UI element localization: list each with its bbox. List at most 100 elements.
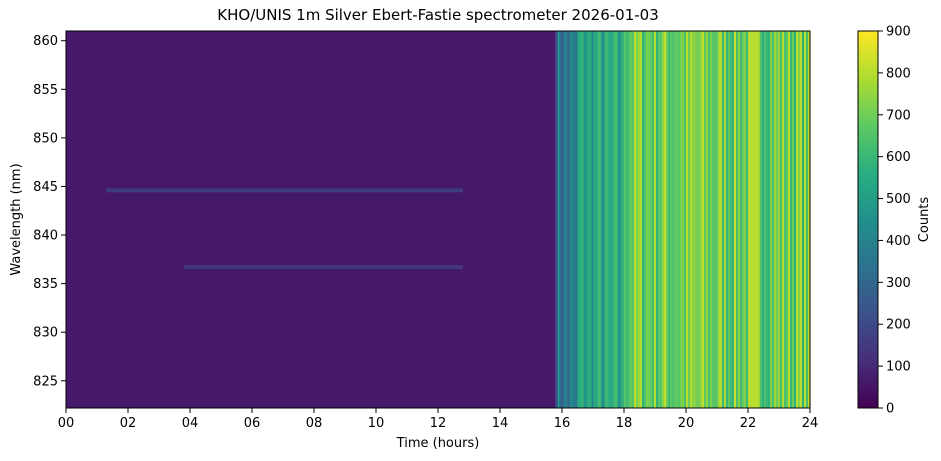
- intensity-stripe: [786, 31, 788, 408]
- x-tick-label: 20: [678, 416, 695, 431]
- intensity-stripe: [664, 31, 666, 408]
- intensity-stripe: [557, 31, 560, 408]
- intensity-stripe: [579, 31, 582, 408]
- intensity-stripe: [702, 31, 704, 408]
- intensity-stripe: [577, 31, 580, 408]
- x-tick-label: 12: [430, 416, 447, 431]
- intensity-stripe: [601, 31, 604, 408]
- intensity-stripe: [593, 31, 596, 408]
- intensity-stripe: [589, 31, 592, 408]
- x-tick-label: 08: [306, 416, 323, 431]
- intensity-stripe: [792, 31, 794, 408]
- intensity-stripe: [585, 31, 588, 408]
- x-tick-label: 10: [368, 416, 385, 431]
- intensity-stripe: [640, 31, 642, 408]
- intensity-stripe: [716, 31, 718, 408]
- intensity-stripe: [666, 31, 668, 408]
- y-tick-label: 860: [33, 34, 58, 49]
- intensity-stripe: [710, 31, 712, 408]
- emission-line: [106, 188, 463, 193]
- intensity-stripe: [611, 31, 614, 408]
- x-tick-label: 14: [492, 416, 509, 431]
- colorbar-label: Counts: [917, 197, 932, 243]
- intensity-stripe: [613, 31, 616, 408]
- intensity-stripe: [698, 31, 700, 408]
- intensity-stripe: [650, 31, 652, 408]
- intensity-stripe: [636, 31, 638, 408]
- intensity-stripe: [603, 31, 606, 408]
- intensity-stripe: [605, 31, 608, 408]
- x-tick-label: 06: [244, 416, 261, 431]
- intensity-stripe: [609, 31, 612, 408]
- intensity-stripe: [720, 31, 722, 408]
- intensity-stripe: [676, 31, 678, 408]
- intensity-stripe: [694, 31, 696, 408]
- intensity-region: [66, 31, 556, 408]
- intensity-stripe: [567, 31, 570, 408]
- x-tick-label: 18: [616, 416, 633, 431]
- intensity-stripe: [784, 31, 786, 408]
- intensity-stripe: [688, 31, 690, 408]
- intensity-stripe: [581, 31, 584, 408]
- intensity-stripe: [706, 31, 708, 408]
- intensity-stripe: [652, 31, 654, 408]
- x-tick-label: 24: [802, 416, 819, 431]
- intensity-stripe: [692, 31, 694, 408]
- y-tick-label: 850: [33, 131, 58, 146]
- intensity-stripe: [626, 31, 628, 408]
- intensity-stripe: [704, 31, 706, 408]
- intensity-stripe: [772, 31, 774, 408]
- intensity-stripe: [794, 31, 796, 408]
- intensity-stripe: [619, 31, 622, 408]
- intensity-stripe: [565, 31, 568, 408]
- intensity-stripe: [597, 31, 600, 408]
- intensity-stripe: [768, 31, 770, 408]
- intensity-stripe: [668, 31, 670, 408]
- colorbar-tick-label: 800: [886, 66, 911, 81]
- intensity-stripe: [642, 31, 644, 408]
- intensity-stripe: [712, 31, 714, 408]
- intensity-stripe: [573, 31, 576, 408]
- intensity-stripe: [595, 31, 598, 408]
- intensity-stripe: [646, 31, 648, 408]
- intensity-stripe: [766, 31, 768, 408]
- intensity-stripe: [800, 31, 802, 408]
- intensity-stripe: [680, 31, 682, 408]
- colorbar-axis: 0 100 200 300 400 500 600 700 800 900: [878, 25, 911, 417]
- intensity-stripe: [732, 31, 734, 408]
- intensity-stripe: [782, 31, 784, 408]
- intensity-stripe: [660, 31, 662, 408]
- intensity-stripe: [730, 31, 732, 408]
- y-axis: 825 830 835 840 845 850 855 860: [33, 34, 66, 389]
- y-tick-label: 845: [33, 180, 58, 195]
- colorbar-tick-label: 600: [886, 150, 911, 165]
- intensity-stripe: [728, 31, 730, 408]
- intensity-stripe: [591, 31, 594, 408]
- x-tick-label: 00: [58, 416, 75, 431]
- intensity-stripe: [780, 31, 782, 408]
- colorbar-tick-label: 500: [886, 192, 911, 207]
- intensity-stripe: [670, 31, 672, 408]
- intensity-stripe: [632, 31, 634, 408]
- heatmap: [66, 31, 810, 408]
- intensity-stripe: [740, 31, 742, 408]
- intensity-stripe: [724, 31, 726, 408]
- intensity-stripe: [806, 31, 808, 408]
- intensity-stripe: [587, 31, 590, 408]
- intensity-stripe: [760, 31, 762, 408]
- intensity-stripe: [686, 31, 688, 408]
- intensity-stripe: [621, 31, 624, 408]
- colorbar-tick-label: 0: [886, 402, 894, 417]
- intensity-stripe: [708, 31, 710, 408]
- intensity-stripe: [638, 31, 640, 408]
- intensity-stripe: [674, 31, 676, 408]
- intensity-stripe: [776, 31, 778, 408]
- colorbar-tick-label: 900: [886, 25, 911, 40]
- intensity-stripe: [754, 31, 756, 408]
- colorbar-tick-label: 200: [886, 318, 911, 333]
- intensity-stripe: [644, 31, 646, 408]
- intensity-stripe: [630, 31, 632, 408]
- intensity-stripe: [656, 31, 658, 408]
- intensity-stripe: [770, 31, 772, 408]
